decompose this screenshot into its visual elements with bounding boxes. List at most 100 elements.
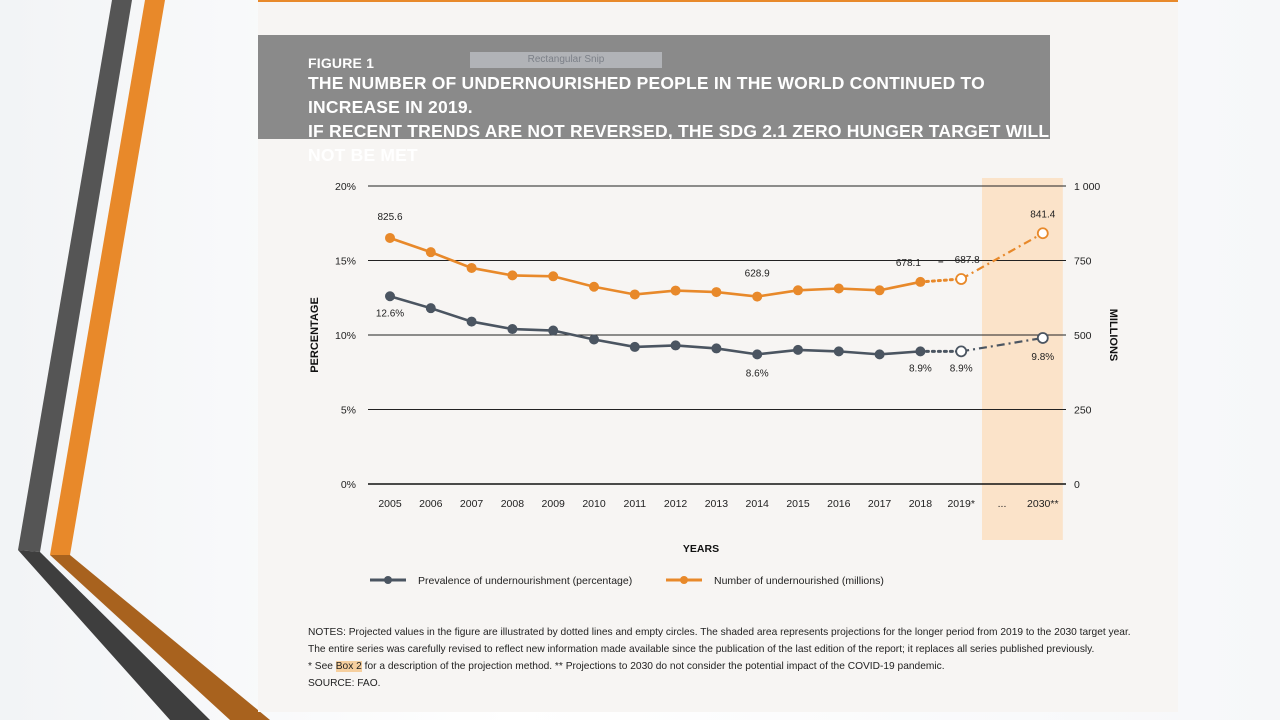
data-point	[507, 270, 518, 281]
notes-line-2: The entire series was carefully revised …	[308, 644, 1095, 655]
figure-notes: NOTES: Projected values in the figure ar…	[308, 624, 1158, 692]
snip-overlay-label: Rectangular Snip	[470, 52, 662, 68]
slide-decoration	[18, 0, 270, 720]
y-right-tick-label: 1 000	[1074, 181, 1100, 193]
x-tick-label: 2006	[419, 498, 443, 510]
data-point	[466, 316, 477, 327]
data-point	[548, 271, 559, 282]
x-tick-label: 2009	[542, 498, 566, 510]
y-right-tick-label: 0	[1074, 479, 1080, 491]
y-right-tick-label: 750	[1074, 256, 1092, 268]
box2-link[interactable]: Box 2	[335, 661, 362, 672]
series-projection-dashdot-0	[961, 336, 1043, 353]
y-left-tick-label: 0%	[341, 479, 356, 491]
data-point	[589, 281, 599, 292]
y-left-tick-label: 5%	[341, 405, 356, 417]
data-label: 12.6%	[376, 308, 404, 319]
x-tick-label: 2018	[909, 498, 933, 510]
data-point	[385, 291, 395, 302]
data-point	[711, 287, 722, 298]
legend-marker-1	[680, 576, 688, 584]
x-tick-label: 2016	[827, 498, 851, 510]
series-projection-dashdot-1	[960, 232, 1044, 280]
y-right-axis-title: MILLIONS	[1107, 309, 1119, 362]
x-tick-label: 2012	[664, 498, 688, 510]
y-right-tick-label: 250	[1074, 405, 1092, 417]
x-tick-label: 2007	[460, 498, 484, 510]
y-left-axis-title: PERCENTAGE	[309, 297, 321, 373]
data-point	[670, 285, 681, 296]
figure-title: THE NUMBER OF UNDERNOURISHED PEOPLE IN T…	[308, 71, 1050, 167]
data-point	[548, 325, 559, 336]
y-right-tick-label: 500	[1074, 330, 1092, 342]
figure-title-line-1: THE NUMBER OF UNDERNOURISHED PEOPLE IN T…	[308, 73, 985, 117]
data-point	[1036, 332, 1049, 344]
projection-shaded-area	[982, 178, 1063, 540]
data-point	[425, 247, 436, 258]
data-point	[466, 262, 477, 273]
figure-label: FIGURE 1	[308, 55, 375, 71]
data-point	[629, 289, 640, 300]
x-axis-title: YEARS	[683, 543, 719, 555]
notes-line-3-pre: * See	[308, 661, 336, 672]
data-label: 8.9%	[909, 363, 932, 374]
data-point	[915, 276, 926, 287]
x-tick-label: 2017	[868, 498, 892, 510]
x-tick-label: 2014	[746, 498, 770, 510]
data-label: 9.8%	[1031, 352, 1054, 363]
data-label: 8.6%	[746, 368, 769, 379]
data-label: 8.9%	[950, 363, 973, 374]
x-tick-label: 2015	[786, 498, 810, 510]
series-projection-dotted-1	[918, 277, 963, 284]
x-tick-label: 2010	[582, 498, 606, 510]
x-tick-label: 2011	[624, 498, 647, 510]
data-point	[711, 343, 722, 354]
deco-dark-stripe	[18, 0, 132, 552]
data-point	[589, 334, 599, 345]
data-point	[915, 346, 926, 357]
data-label: 628.9	[745, 269, 770, 280]
x-tick-label: 2019*	[947, 498, 974, 510]
data-point	[793, 285, 803, 296]
data-point	[833, 283, 844, 294]
figure-header: FIGURE 1 THE NUMBER OF UNDERNOURISHED PE…	[258, 35, 1050, 165]
notes-line-1: NOTES: Projected values in the figure ar…	[308, 627, 1131, 638]
data-point	[874, 349, 885, 360]
data-point	[955, 273, 968, 285]
line-chart: 0% 5% 10% 15% 20% 0 250 500 750 1 000 2005 2006 2007…	[309, 178, 1119, 587]
data-point	[752, 291, 763, 302]
data-point	[874, 285, 885, 296]
x-tick-label: ...	[998, 498, 1007, 510]
data-point	[670, 340, 681, 351]
data-label: 841.4	[1030, 209, 1055, 220]
series-line-0	[389, 295, 921, 356]
deco-dark-lower	[18, 550, 210, 720]
y-left-tick-label: 15%	[335, 256, 356, 268]
x-tick-label: 2005	[378, 498, 402, 510]
series-line-1	[389, 236, 921, 298]
x-tick-label: 2008	[501, 498, 525, 510]
data-point	[385, 232, 395, 243]
figure-panel: FIGURE 1 THE NUMBER OF UNDERNOURISHED PE…	[258, 0, 1178, 712]
y-left-tick-label: 20%	[335, 181, 356, 193]
deco-orange-stripe	[50, 0, 165, 555]
x-tick-label: 2013	[705, 498, 729, 510]
data-point	[425, 303, 436, 314]
data-point	[793, 344, 803, 355]
data-point	[752, 349, 763, 360]
data-point	[507, 324, 518, 335]
y-left-tick-label: 10%	[335, 330, 356, 342]
legend-label-0: Prevalence of undernourishment (percenta…	[418, 575, 632, 587]
data-label: 687.8	[955, 255, 980, 266]
data-point	[955, 345, 968, 358]
x-tick-label: 2030**	[1027, 498, 1059, 510]
legend-label-1: Number of undernourished (millions)	[714, 575, 884, 587]
notes-line-3: * See Box 2 for a description of the pro…	[308, 658, 1158, 675]
data-point	[629, 341, 640, 352]
deco-brown-lower	[50, 555, 270, 720]
data-label: 825.6	[377, 212, 402, 223]
legend-marker-0	[384, 576, 392, 584]
data-point	[833, 346, 844, 357]
data-label: 678.1	[896, 258, 921, 269]
notes-source: SOURCE: FAO.	[308, 678, 381, 689]
